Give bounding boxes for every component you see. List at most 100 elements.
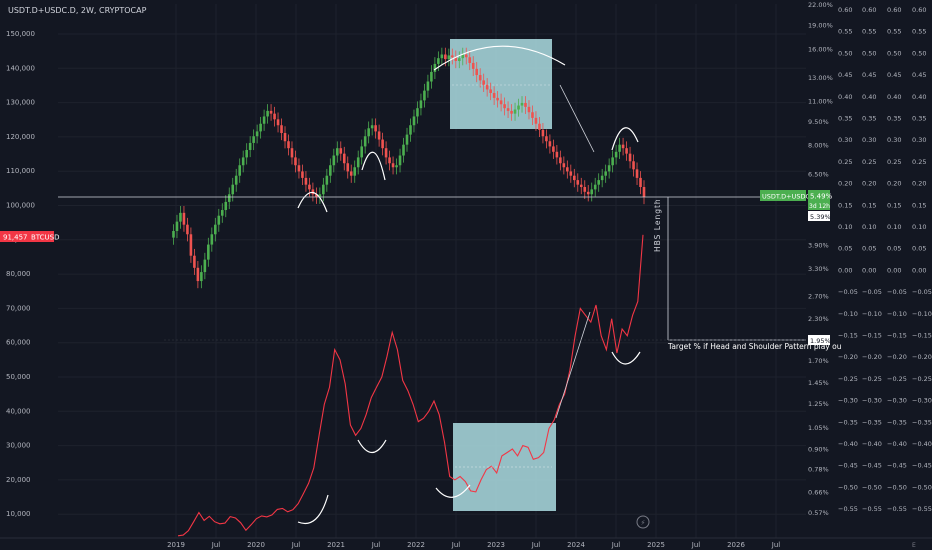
- candle-body: [175, 221, 179, 232]
- value-column-tick: 0.00: [912, 266, 926, 274]
- target-annotation: Target % if Head and Shoulder Pattern pl…: [667, 342, 842, 351]
- value-column-tick: 0.55: [838, 28, 852, 36]
- btc-price-label: BTCUSD: [31, 234, 60, 242]
- candle-body: [269, 110, 273, 114]
- value-column-tick: 0.00: [838, 266, 852, 274]
- candle-body: [367, 128, 370, 137]
- candle-body: [541, 129, 545, 137]
- left-tick-label: 50,000: [6, 373, 31, 381]
- right-pct-tick: 0.66%: [808, 489, 829, 497]
- candle-body: [642, 187, 646, 198]
- value-column-tick: −0.55: [912, 505, 932, 513]
- candle-body: [597, 180, 600, 185]
- value-column-tick: 0.00: [887, 266, 901, 274]
- value-column-tick: 0.50: [862, 49, 876, 57]
- value-column-tick: 0.10: [912, 223, 926, 231]
- candle-body: [437, 58, 440, 64]
- candle-body: [381, 139, 384, 149]
- candle-body: [186, 224, 189, 235]
- candle-body: [200, 272, 203, 282]
- value-column-tick: 0.20: [887, 180, 901, 188]
- candle-body: [384, 148, 388, 158]
- btcusd-series-line: [177, 234, 644, 537]
- candle-body: [196, 267, 200, 282]
- candle-body: [639, 177, 642, 188]
- candle-body: [531, 112, 534, 118]
- candle-body: [363, 136, 367, 147]
- candle-body: [360, 146, 363, 158]
- right-pct-tick: 9.50%: [808, 118, 829, 126]
- candle-body: [353, 167, 357, 176]
- value-column-tick: 0.40: [887, 93, 901, 101]
- candle-body: [409, 125, 412, 135]
- x-tick-label: Jul: [211, 541, 221, 549]
- candle-body: [506, 108, 510, 111]
- lightning-icon[interactable]: ⚡: [636, 515, 650, 529]
- right-pct-tick: 2.30%: [808, 315, 829, 323]
- candle-body: [496, 97, 499, 101]
- candle-body: [220, 210, 224, 216]
- value-column-tick: −0.35: [862, 418, 882, 426]
- value-column-tick: 0.50: [887, 49, 901, 57]
- decline-trendline: [559, 84, 595, 153]
- candle-body: [611, 157, 614, 166]
- candle-body: [287, 141, 290, 149]
- candle-body: [471, 62, 475, 69]
- candle-body: [207, 244, 210, 260]
- top-highlight-box: [450, 39, 552, 129]
- candle-body: [451, 55, 454, 58]
- candle-body: [562, 163, 566, 168]
- x-tick-label: Jul: [691, 541, 701, 549]
- candle-body: [423, 90, 426, 101]
- candle-body: [517, 105, 520, 110]
- candle-body: [276, 119, 280, 126]
- value-column-tick: 0.05: [912, 245, 926, 253]
- left-tick-label: 110,000: [6, 167, 35, 175]
- time-axis: 2019 Jul 2020 Jul 2021 Jul 2022 Jul 2023 Jul 2024 J…: [0, 537, 932, 549]
- candle-body: [566, 167, 569, 172]
- right-pct-tick: 19.00%: [808, 21, 833, 29]
- value-column-tick: 0.45: [838, 71, 852, 79]
- candle-body: [248, 142, 252, 150]
- target-tag-value: 1.95%: [810, 337, 831, 345]
- value-column-tick: 0.10: [887, 223, 901, 231]
- candle-body: [489, 89, 492, 94]
- value-column-tick: −0.20: [887, 353, 907, 361]
- value-column-tick: 0.10: [838, 223, 852, 231]
- value-column-tick: −0.55: [887, 505, 907, 513]
- value-column-tick: −0.35: [912, 418, 932, 426]
- value-column-tick: 0.25: [838, 158, 852, 166]
- right-pct-tick: 0.57%: [808, 509, 829, 517]
- candle-body: [559, 157, 562, 164]
- candle-body: [370, 125, 374, 129]
- pattern-arc: [361, 151, 386, 181]
- candle-body: [283, 133, 287, 142]
- x-tick-label: 2026: [727, 541, 745, 549]
- value-column-tick: 0.50: [912, 49, 926, 57]
- pattern-arc: [611, 127, 639, 151]
- candle-body: [520, 102, 524, 106]
- right-pct-tick: 6.50%: [808, 171, 829, 179]
- value-column-tick: 0.60: [887, 6, 901, 14]
- x-tick-label: 2025: [647, 541, 665, 549]
- svg-text:⚡: ⚡: [641, 519, 646, 527]
- value-column-tick: −0.10: [862, 310, 882, 318]
- usdt-tag-value: 5.49%: [810, 193, 833, 201]
- candle-body: [499, 100, 503, 105]
- candle-body: [214, 224, 217, 235]
- value-column-tick: −0.35: [887, 418, 907, 426]
- value-column-tick: 0.30: [838, 136, 852, 144]
- value-column-tick: −0.05: [912, 288, 932, 296]
- rise-trendline: [555, 311, 591, 419]
- value-column-tick: −0.05: [887, 288, 907, 296]
- candle-body: [332, 155, 336, 166]
- candle-body: [569, 171, 573, 176]
- candle-body: [231, 184, 235, 195]
- candle-body: [210, 234, 214, 245]
- candle-body: [255, 131, 259, 137]
- candle-body: [241, 157, 245, 166]
- candle-body: [464, 54, 468, 58]
- right-pct-tick: 1.70%: [808, 357, 829, 365]
- candle-body: [635, 169, 639, 178]
- value-column-tick: 0.35: [838, 115, 852, 123]
